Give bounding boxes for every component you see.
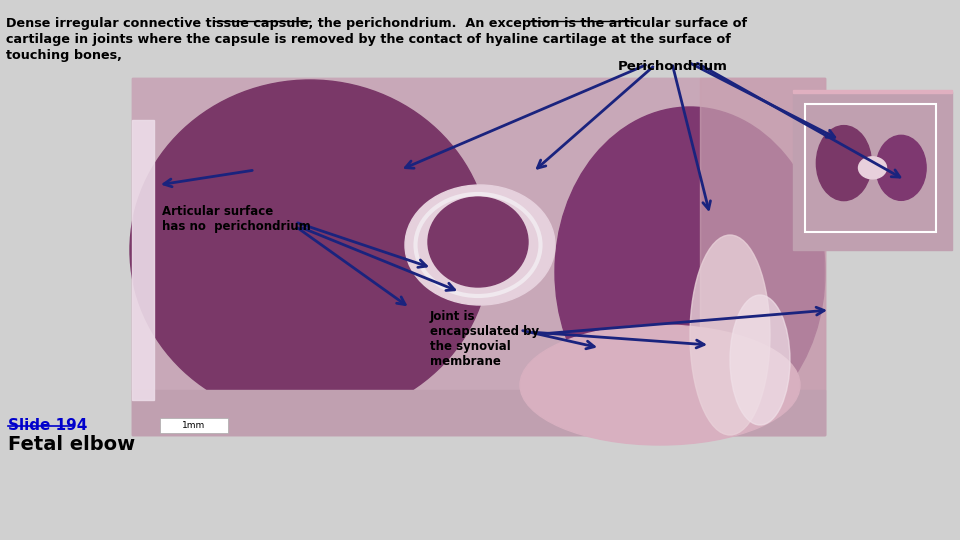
Text: touching bones,: touching bones, — [6, 49, 122, 62]
Bar — [700, 78, 825, 435]
Text: Articular surface
has no  perichondrium: Articular surface has no perichondrium — [162, 205, 311, 233]
Ellipse shape — [428, 197, 528, 287]
Bar — [793, 90, 952, 93]
Ellipse shape — [405, 185, 555, 305]
Bar — [132, 390, 825, 435]
Ellipse shape — [730, 295, 790, 425]
Bar — [160, 418, 228, 433]
Ellipse shape — [555, 107, 825, 437]
Ellipse shape — [858, 157, 886, 179]
Ellipse shape — [690, 235, 770, 435]
Text: Joint is
encapsulated by
the synovial
membrane: Joint is encapsulated by the synovial me… — [430, 310, 540, 368]
Bar — [805, 104, 936, 232]
Ellipse shape — [816, 126, 872, 200]
Ellipse shape — [876, 136, 926, 200]
Bar — [132, 78, 825, 435]
Text: Dense irregular connective tissue capsule, the perichondrium.  An exception is t: Dense irregular connective tissue capsul… — [6, 17, 747, 30]
Text: Slide 194: Slide 194 — [8, 418, 87, 433]
Text: Perichondrium: Perichondrium — [618, 60, 728, 73]
Ellipse shape — [130, 80, 490, 420]
Text: cartilage in joints where the capsule is removed by the contact of hyaline carti: cartilage in joints where the capsule is… — [6, 33, 731, 46]
Ellipse shape — [520, 325, 800, 445]
Bar — [132, 78, 825, 435]
Bar — [793, 92, 952, 250]
Text: 1mm: 1mm — [182, 421, 205, 429]
Bar — [132, 120, 154, 400]
Text: Fetal elbow: Fetal elbow — [8, 435, 135, 454]
